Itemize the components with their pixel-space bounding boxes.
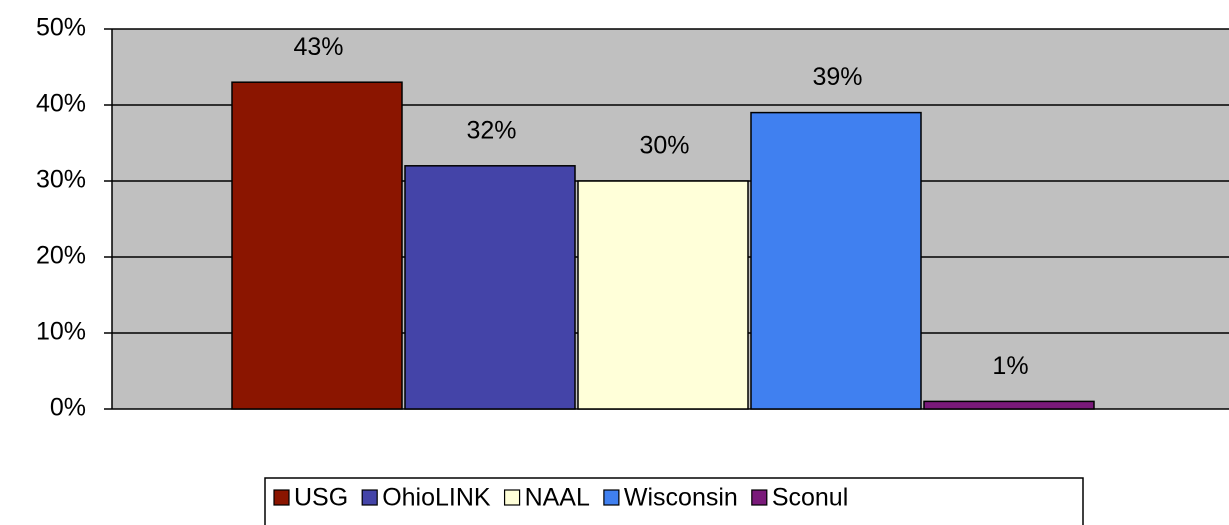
legend-swatch (273, 489, 290, 506)
y-tick-label: 30% (36, 166, 86, 194)
legend-label: OhioLINK (382, 484, 491, 512)
legend-label: NAAL (525, 484, 590, 512)
bar (404, 165, 576, 410)
bar (923, 400, 1095, 410)
legend-swatch (503, 489, 521, 506)
legend-label: Sconul (772, 484, 848, 512)
legend (264, 477, 1084, 525)
legend-label: USG (294, 484, 348, 512)
value-label: 39% (812, 63, 862, 91)
y-tick-label: 10% (36, 318, 86, 346)
value-label: 32% (466, 116, 516, 144)
y-tick-label: 50% (36, 14, 86, 42)
legend-swatch (361, 489, 378, 506)
y-tick-label: 40% (36, 90, 86, 118)
legend-swatch (751, 489, 768, 506)
y-tick-label: 0% (50, 394, 86, 422)
legend-label: Wisconsin (624, 484, 738, 512)
bar (750, 111, 922, 410)
legend-swatch (603, 489, 620, 506)
value-label: 43% (293, 33, 343, 61)
value-label: 30% (639, 132, 689, 160)
y-tick-label: 20% (36, 242, 86, 270)
bar (577, 180, 749, 410)
bar (231, 81, 403, 410)
value-label: 1% (992, 352, 1028, 380)
